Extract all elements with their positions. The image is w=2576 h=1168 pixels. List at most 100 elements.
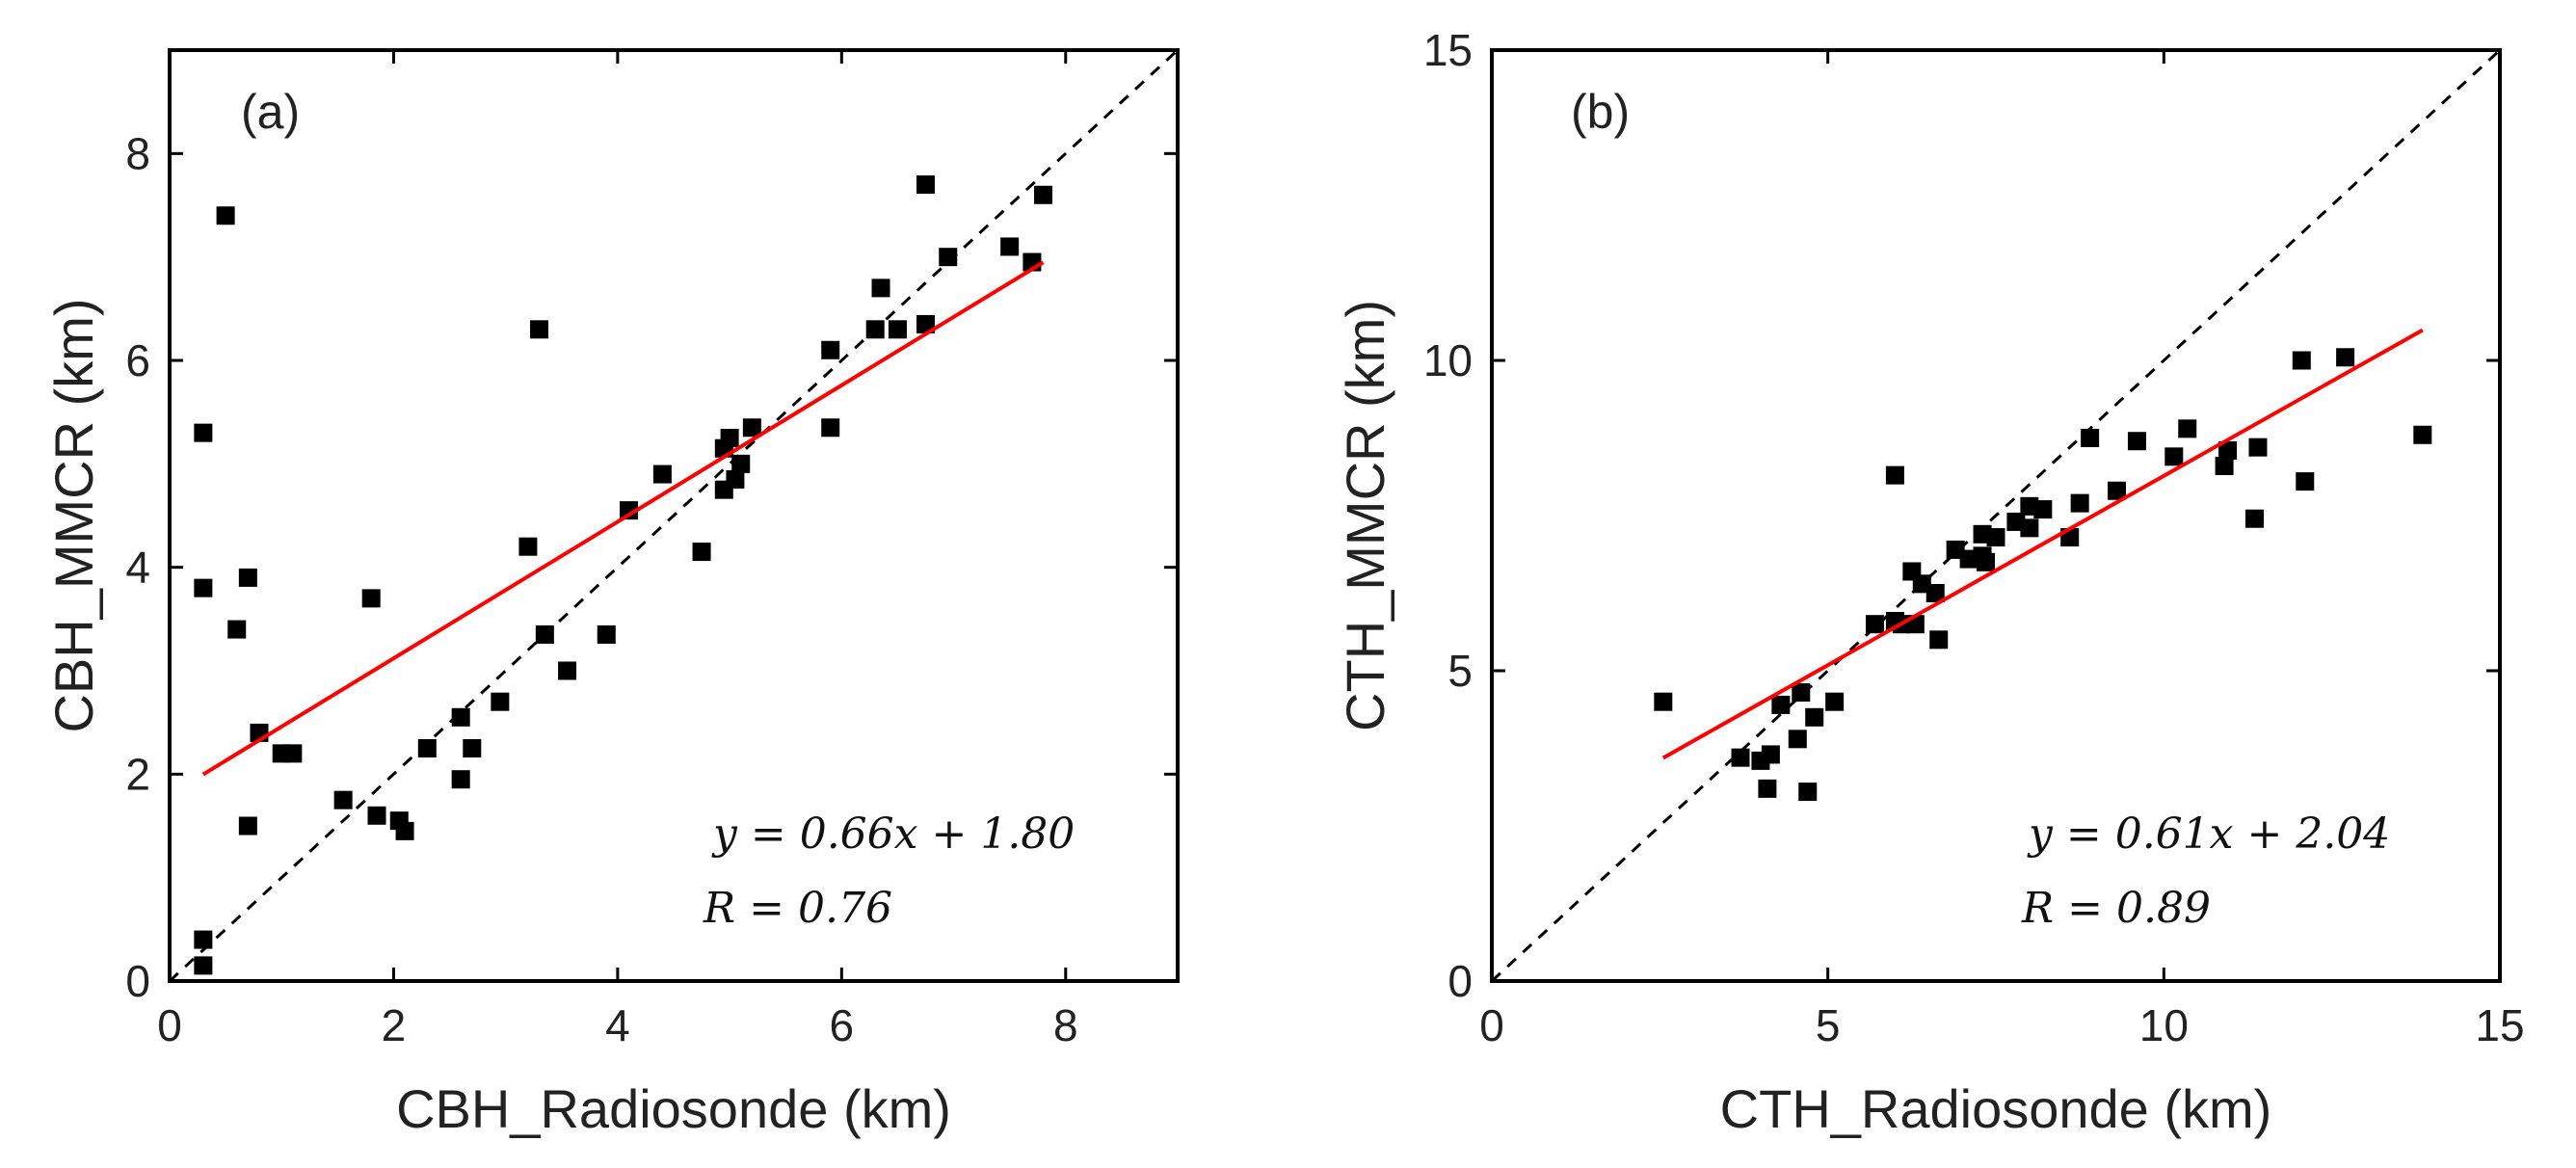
- data-point: [194, 930, 213, 949]
- data-point: [2292, 351, 2311, 370]
- data-point: [1034, 185, 1053, 204]
- data-point: [939, 248, 958, 267]
- data-point: [238, 568, 257, 587]
- data-point: [692, 543, 711, 562]
- data-point: [597, 624, 616, 644]
- data-point: [916, 175, 935, 195]
- panel-a-points: [194, 175, 1053, 975]
- x-tick-label: 10: [2139, 1000, 2189, 1050]
- data-point: [1798, 783, 1818, 802]
- y-tick-label: 4: [125, 543, 150, 593]
- data-point: [2020, 518, 2039, 538]
- data-point: [916, 314, 935, 333]
- data-point: [194, 423, 213, 442]
- data-point: [1865, 615, 1884, 634]
- panel-a-fit-line: [201, 260, 1045, 777]
- panel-b-fit-line: [1661, 328, 2424, 760]
- data-point: [463, 739, 482, 757]
- data-point: [1758, 779, 1777, 798]
- data-point: [1885, 465, 1904, 485]
- data-point: [1000, 237, 1020, 256]
- data-point: [2127, 432, 2146, 451]
- panel-a-plot-box: [168, 48, 1180, 983]
- y-tick-label: 8: [125, 128, 150, 178]
- panel-b-reference-line: [1490, 48, 2502, 983]
- regression-line: [1661, 328, 2424, 760]
- data-point: [2108, 481, 2127, 500]
- data-point: [361, 589, 381, 608]
- y-tick-label: 6: [125, 335, 150, 385]
- panel-b: 0 5 10 15 0 5 10 15 (b) y = 0.61x + 2.04 R = 0.…: [1335, 25, 2525, 1139]
- x-tick-label: 5: [1816, 1000, 1841, 1050]
- data-point: [1792, 683, 1811, 703]
- data-point: [2248, 438, 2268, 457]
- y-tick-label: 0: [125, 956, 150, 1006]
- data-point: [1731, 748, 1750, 767]
- panel-a-equation: y = 0.66x + 1.80: [711, 810, 1075, 859]
- reference-line-1to1: [1490, 48, 2502, 983]
- data-point: [1654, 692, 1673, 711]
- data-point: [238, 816, 257, 836]
- data-point: [821, 418, 840, 438]
- panel-b-plot-box: [1490, 48, 2502, 983]
- data-point: [720, 429, 739, 447]
- data-point: [2033, 500, 2053, 519]
- panel-b-label: (b): [1571, 85, 1630, 139]
- x-tick-label: 0: [1479, 1000, 1504, 1050]
- data-point: [2218, 440, 2238, 460]
- data-point: [530, 320, 549, 339]
- regression-line: [201, 260, 1045, 777]
- panel-b-y-axis-label: CTH_MMCR (km): [1335, 300, 1395, 731]
- reference-line-1to1: [168, 48, 1180, 983]
- data-point: [367, 806, 386, 825]
- panel-b-points: [1654, 348, 2432, 802]
- data-point: [451, 770, 470, 789]
- panel-b-x-axis-label: CTH_Radiosonde (km): [1720, 1078, 2272, 1139]
- data-point: [558, 661, 577, 680]
- data-point: [1986, 528, 2005, 547]
- data-point: [1771, 695, 1791, 714]
- data-point: [283, 744, 303, 763]
- data-point: [518, 537, 538, 556]
- y-tick-label: 2: [125, 749, 150, 799]
- panel-a-ticks: 0 2 4 6 8 0 2 4 6 8: [125, 50, 1178, 1050]
- data-point: [417, 739, 437, 757]
- data-point: [2215, 456, 2234, 475]
- data-point: [2244, 509, 2264, 528]
- data-point: [742, 418, 761, 438]
- x-tick-label: 4: [605, 1000, 630, 1050]
- data-point: [1788, 730, 1807, 749]
- data-point: [227, 620, 247, 639]
- y-tick-label: 15: [1423, 25, 1473, 75]
- data-point: [216, 206, 235, 226]
- data-point: [865, 320, 885, 339]
- data-point: [726, 469, 745, 489]
- data-point: [1825, 692, 1845, 711]
- data-point: [491, 692, 510, 711]
- data-point: [451, 707, 470, 727]
- data-point: [1761, 745, 1780, 764]
- data-point: [2178, 419, 2197, 438]
- data-point: [2081, 429, 2100, 447]
- x-tick-label: 6: [830, 1000, 855, 1050]
- data-point: [888, 320, 907, 339]
- data-point: [2336, 348, 2355, 367]
- data-point: [731, 454, 751, 473]
- data-point: [871, 279, 890, 298]
- data-point: [1805, 707, 1824, 727]
- data-point: [1977, 552, 1996, 571]
- x-tick-label: 8: [1053, 1000, 1078, 1050]
- y-tick-label: 0: [1447, 956, 1473, 1006]
- data-point: [821, 340, 840, 359]
- data-point: [333, 790, 353, 810]
- panel-a-r-value: R = 0.76: [703, 884, 892, 933]
- data-point: [395, 821, 414, 840]
- data-point: [2413, 425, 2432, 444]
- panel-a-reference-line: [168, 48, 1180, 983]
- panel-a-x-axis-label: CBH_Radiosonde (km): [396, 1078, 951, 1139]
- y-tick-label: 10: [1423, 335, 1473, 385]
- data-point: [2164, 447, 2184, 466]
- x-tick-label: 2: [382, 1000, 407, 1050]
- panel-a-label: (a): [241, 85, 300, 139]
